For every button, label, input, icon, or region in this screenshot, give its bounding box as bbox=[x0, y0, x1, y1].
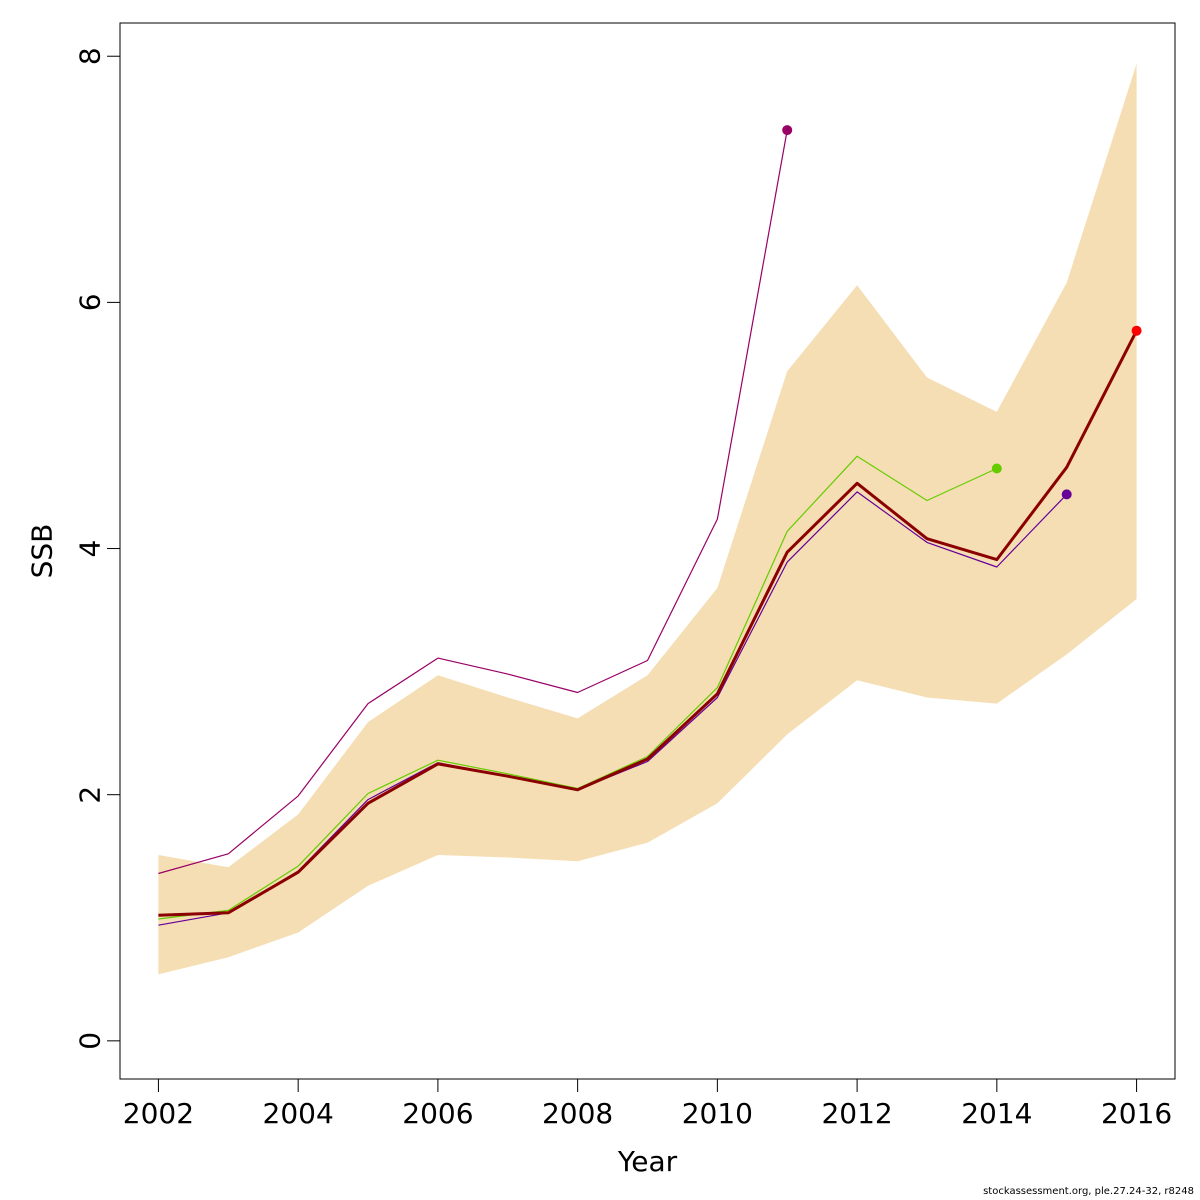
x-tick-label: 2002 bbox=[123, 1097, 194, 1130]
x-tick-label: 2012 bbox=[821, 1097, 892, 1130]
y-axis: 0 2 4 6 8 bbox=[74, 47, 121, 1050]
series-endpoint-4 bbox=[1131, 325, 1142, 336]
series-line-1 bbox=[158, 129, 788, 875]
y-axis-title: SSB bbox=[26, 524, 59, 579]
series-line-4 bbox=[158, 330, 1138, 917]
series-endpoint-3 bbox=[1061, 489, 1072, 500]
x-tick-label: 2004 bbox=[263, 1097, 334, 1130]
y-tick-label: 4 bbox=[74, 540, 107, 558]
y-tick-label: 8 bbox=[74, 47, 107, 65]
series-endpoint-1 bbox=[782, 125, 793, 136]
x-tick-label: 2016 bbox=[1101, 1097, 1172, 1130]
series-layer bbox=[158, 129, 1138, 926]
x-axis: 2002 2004 2006 2008 2010 2012 2014 2016 bbox=[123, 1078, 1172, 1130]
x-tick-label: 2008 bbox=[542, 1097, 613, 1130]
endpoint-markers-layer bbox=[782, 125, 1142, 500]
footer-note: stockassessment.org, ple.27.24-32, r8248 bbox=[983, 1186, 1194, 1197]
y-tick-label: 2 bbox=[74, 786, 107, 804]
series-endpoint-2 bbox=[991, 463, 1002, 474]
x-tick-label: 2006 bbox=[402, 1097, 473, 1130]
y-tick-label: 6 bbox=[74, 293, 107, 311]
x-tick-label: 2014 bbox=[961, 1097, 1032, 1130]
x-tick-label: 2010 bbox=[682, 1097, 753, 1130]
x-axis-title: Year bbox=[617, 1145, 678, 1178]
confidence-band bbox=[158, 63, 1137, 975]
confidence-band-layer bbox=[158, 63, 1137, 975]
y-tick-label: 0 bbox=[74, 1032, 107, 1050]
